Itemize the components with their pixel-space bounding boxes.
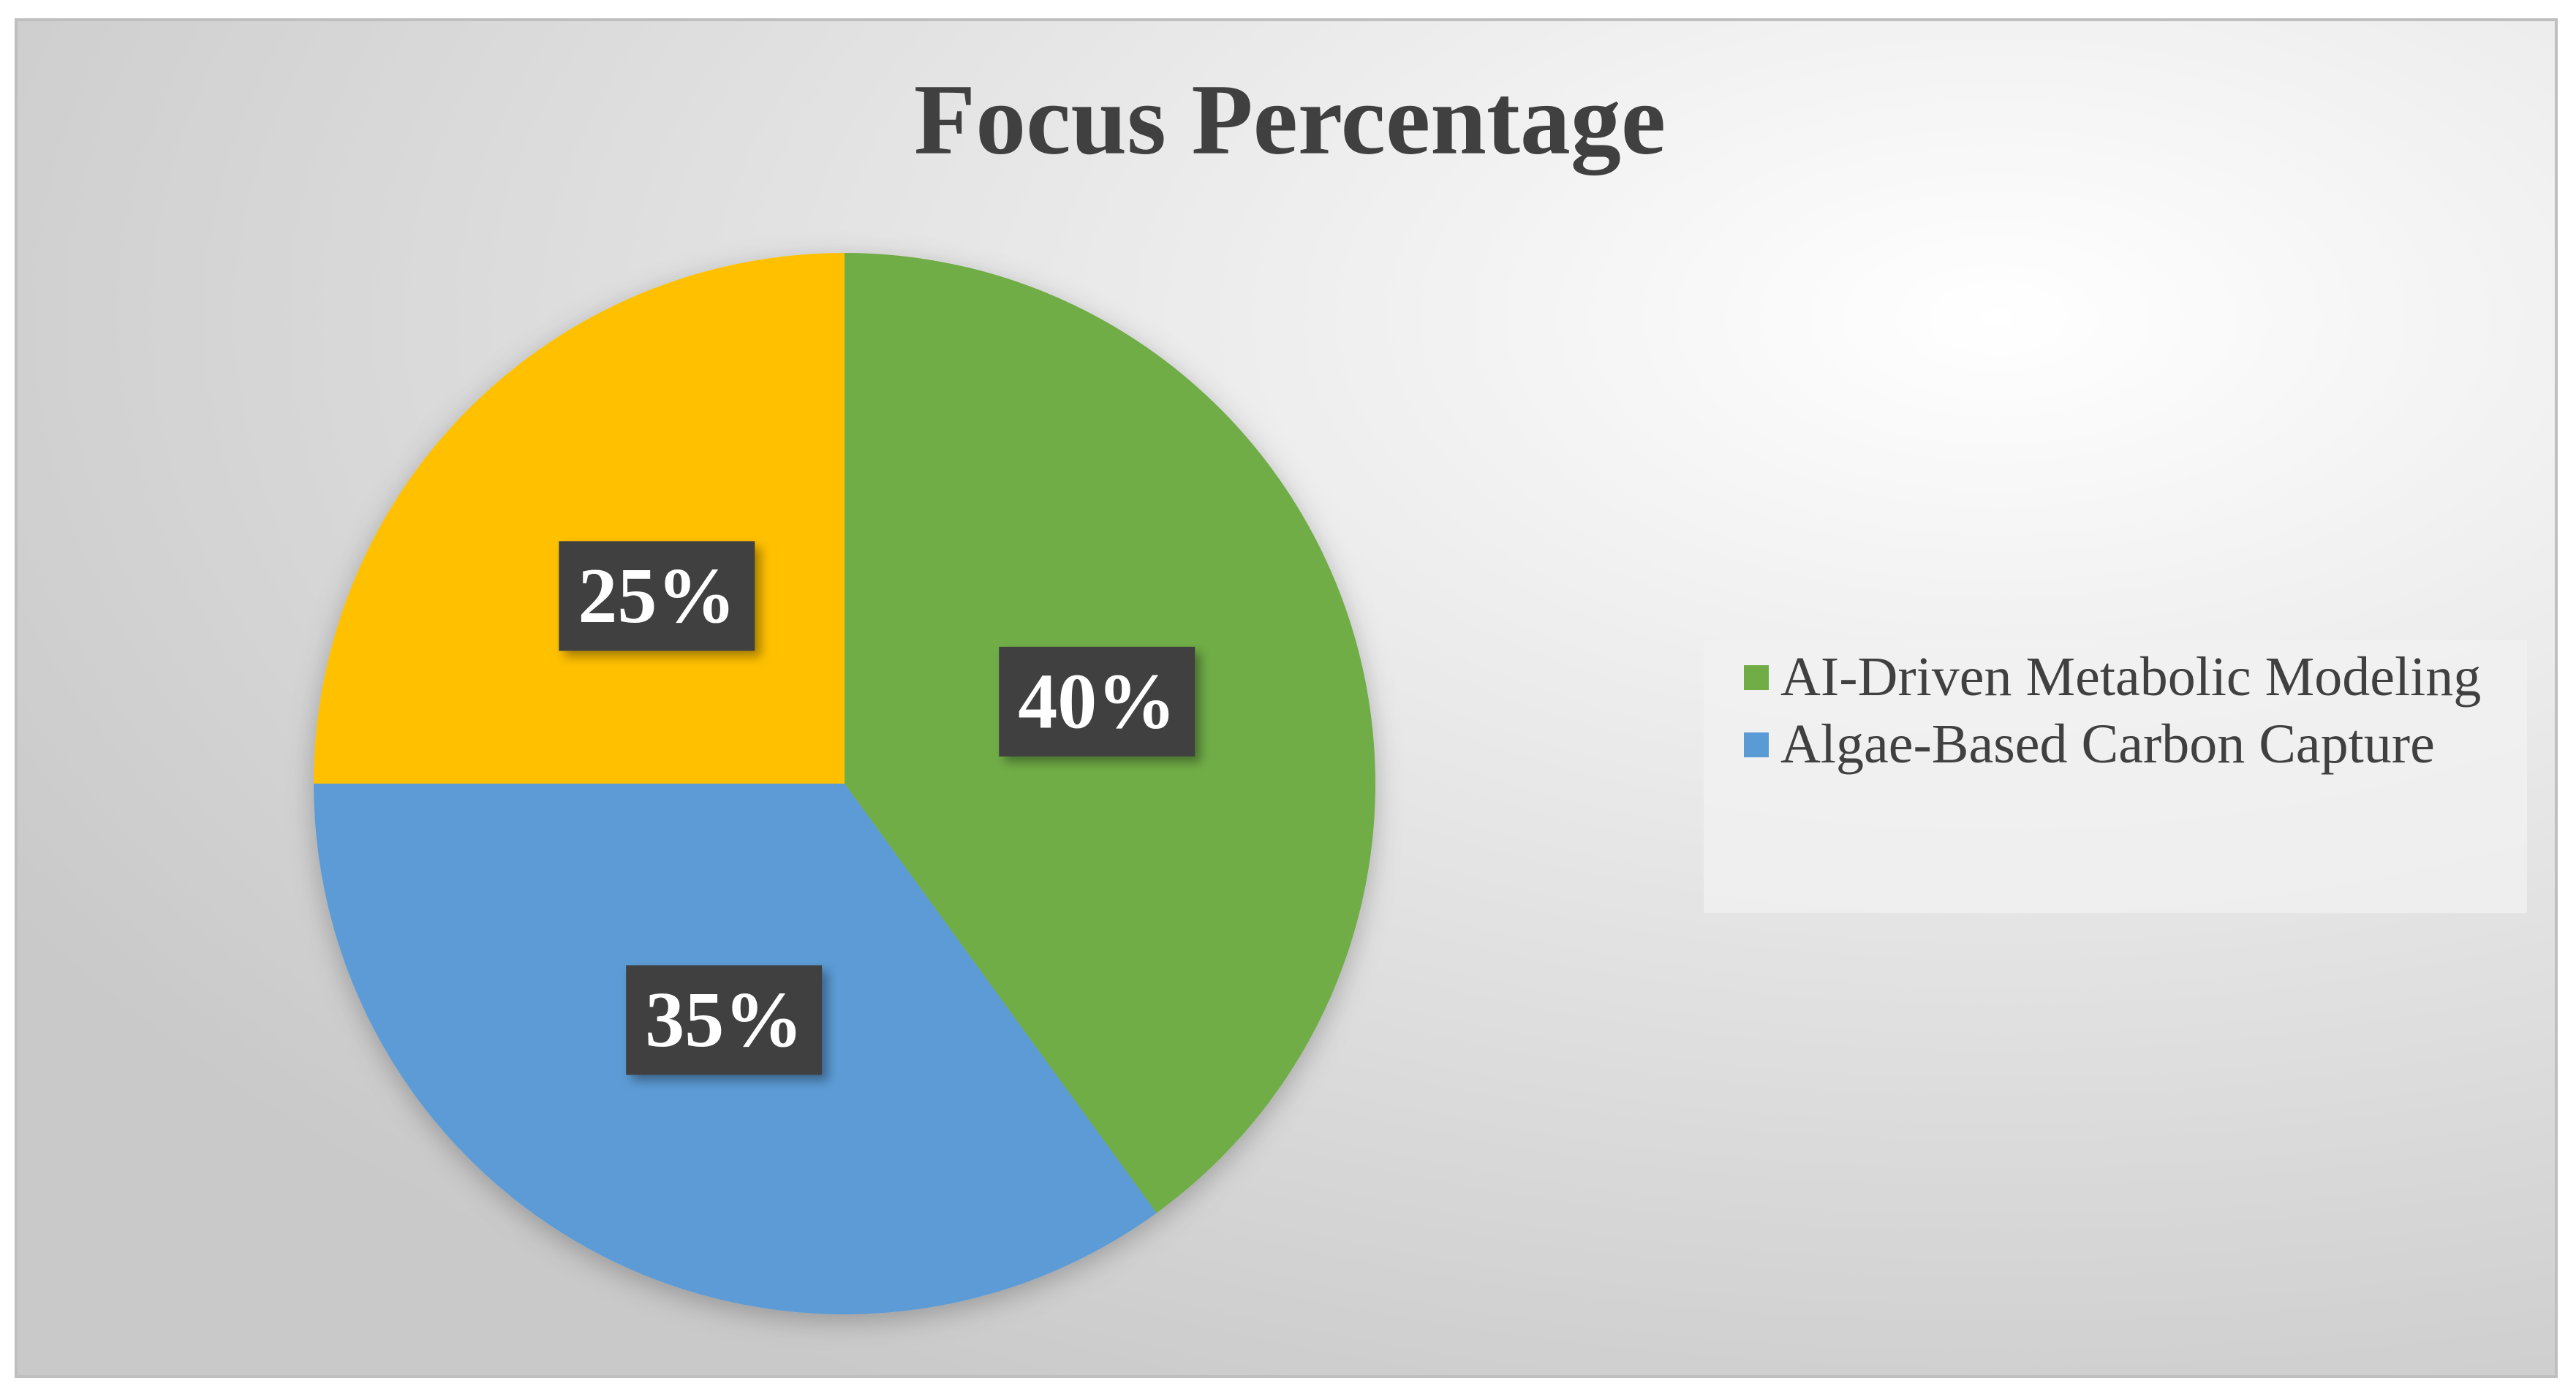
- data-label-group: 35%: [626, 965, 823, 1075]
- chart-title: Focus Percentage: [914, 64, 1666, 175]
- legend-area: AI-Driven Metabolic ModelingAlgae-Based …: [1744, 643, 2526, 778]
- pie-slice: [314, 253, 845, 784]
- legend-box: [1704, 640, 2527, 913]
- pie: [313, 253, 1375, 1314]
- data-label-box: [999, 646, 1196, 757]
- data-labels: 40% 35% 25%: [559, 541, 1196, 1075]
- data-label-box: [626, 965, 823, 1075]
- legend-entry: Algae-Based Carbon Capture: [1744, 711, 2526, 778]
- data-label-group: 40%: [999, 646, 1196, 757]
- data-label-group: 25%: [559, 541, 755, 651]
- legend-swatch: [1744, 665, 1769, 690]
- legend-entry: AI-Driven Metabolic Modeling: [1744, 643, 2526, 711]
- data-label: 40%: [1018, 658, 1176, 745]
- legend-label: Algae-Based Carbon Capture: [1780, 713, 2435, 775]
- legend-swatch: [1744, 732, 1769, 757]
- data-label: 35%: [645, 977, 803, 1064]
- data-label: 25%: [578, 553, 736, 640]
- legend: AI-Driven Metabolic Modeling Algae-Based …: [1744, 643, 2526, 778]
- legend-label: AI-Driven Metabolic Modeling: [1780, 646, 2482, 708]
- data-label-box: [559, 541, 755, 651]
